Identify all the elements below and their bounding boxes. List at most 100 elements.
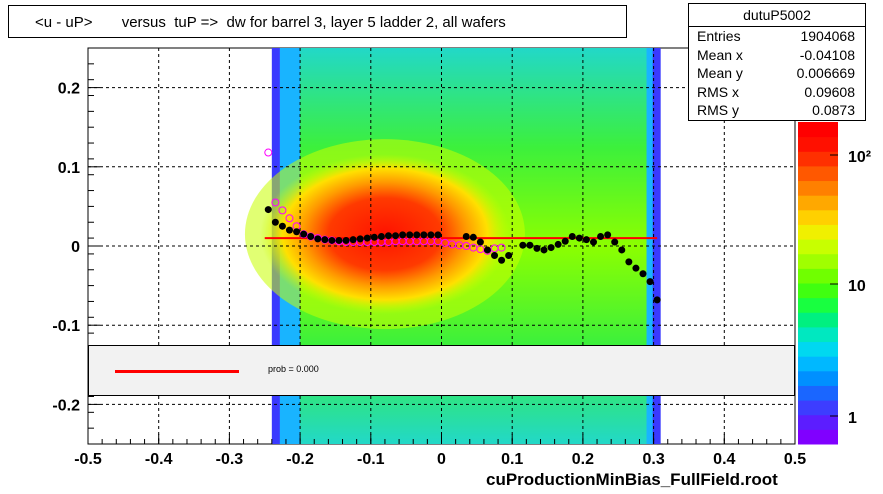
profile-magenta-point bbox=[264, 148, 273, 157]
profile-black-point bbox=[363, 234, 371, 242]
colorbar-segment bbox=[798, 429, 838, 445]
x-tick-label: -0.2 bbox=[286, 451, 314, 468]
profile-black bbox=[264, 206, 661, 304]
y-tick-label: 0.2 bbox=[58, 81, 80, 98]
profile-black-point bbox=[483, 246, 491, 254]
profile-black-point bbox=[533, 244, 541, 252]
profile-black-point bbox=[618, 246, 626, 254]
profile-black-point bbox=[498, 256, 506, 264]
colorbar-segment bbox=[798, 283, 838, 299]
stats-row-mean-y: Mean y 0.006669 bbox=[689, 64, 865, 83]
stats-row-entries: Entries 1904068 bbox=[689, 27, 865, 46]
stats-row-rms-x: RMS x 0.09608 bbox=[689, 83, 865, 102]
y-tick-label: -0.2 bbox=[52, 397, 80, 414]
profile-black-point bbox=[554, 240, 562, 248]
profile-black-point bbox=[349, 236, 357, 244]
stats-label: RMS x bbox=[697, 83, 739, 100]
profile-black-point bbox=[335, 236, 343, 244]
y-tick-label: 0 bbox=[71, 239, 80, 256]
profile-black-point bbox=[271, 218, 279, 226]
profile-black-point bbox=[264, 206, 272, 214]
stats-row-mean-x: Mean x -0.04108 bbox=[689, 46, 865, 65]
colorbar-segment bbox=[798, 224, 838, 240]
colorbar-segment bbox=[798, 341, 838, 357]
profile-black-point bbox=[356, 235, 364, 243]
colorbar-segment bbox=[798, 209, 838, 225]
colorbar-segment bbox=[798, 122, 838, 138]
stats-value: 0.006669 bbox=[796, 65, 855, 82]
profile-black-point bbox=[526, 241, 534, 249]
profile-black-point bbox=[590, 238, 598, 246]
y-tick-label: -0.1 bbox=[52, 318, 80, 335]
profile-black-point bbox=[285, 226, 293, 234]
profile-black-point bbox=[328, 236, 336, 244]
profile-black-point bbox=[646, 278, 654, 286]
stats-label: Entries bbox=[697, 28, 741, 44]
fit-legend: prob = 0.000 bbox=[88, 345, 795, 396]
profile-black-point bbox=[462, 232, 470, 240]
profile-black-point bbox=[321, 236, 329, 244]
profile-black-point bbox=[575, 234, 583, 242]
colorbar-label: 10² bbox=[848, 149, 871, 166]
x-tick-label: 0.1 bbox=[501, 451, 523, 468]
fit-legend-line bbox=[115, 370, 239, 373]
profile-black-point bbox=[370, 233, 378, 241]
profile-black-point bbox=[597, 232, 605, 240]
profile-black-point bbox=[632, 264, 640, 272]
profile-black-point bbox=[604, 231, 612, 239]
profile-black-point bbox=[314, 235, 322, 243]
fit-prob-text: prob = 0.000 bbox=[268, 364, 319, 374]
profile-magenta-point bbox=[497, 243, 506, 252]
colorbar-segment bbox=[798, 195, 838, 211]
profile-magenta-point bbox=[271, 198, 280, 207]
profile-black-point bbox=[519, 241, 527, 249]
stats-value: 1904068 bbox=[800, 28, 855, 44]
stats-label: Mean x bbox=[697, 46, 743, 63]
profile-black-point bbox=[307, 232, 315, 240]
stats-label: RMS y bbox=[697, 102, 739, 119]
profile-black-point bbox=[582, 236, 590, 244]
colorbar-segment bbox=[798, 165, 838, 182]
colorbar-segment bbox=[798, 268, 838, 284]
colorbar-segment bbox=[798, 385, 838, 401]
profile-black-point bbox=[420, 231, 428, 239]
heat-core bbox=[259, 154, 510, 315]
colorbar-segment bbox=[798, 326, 838, 343]
colorbar-segment bbox=[798, 151, 838, 167]
stats-value: 0.0873 bbox=[812, 102, 855, 119]
profile-black-point bbox=[491, 252, 499, 260]
colorbar-segment bbox=[798, 136, 838, 152]
profile-black-point bbox=[342, 236, 350, 244]
colorbar-label: 1 bbox=[848, 410, 857, 427]
profile-black-point bbox=[278, 222, 286, 230]
stats-value: 0.09608 bbox=[804, 83, 855, 100]
axes: -0.5 -0.4 -0.3 -0.2 -0.1 0 0.1 0.2 0.3 0.4 0.5 0.2 0… bbox=[52, 47, 806, 468]
stats-value: -0.04108 bbox=[799, 46, 855, 63]
profile-magenta-point bbox=[278, 206, 287, 215]
x-tick-label: -0.5 bbox=[74, 451, 102, 468]
colorbar-segment bbox=[798, 239, 838, 255]
profile-magenta-point bbox=[285, 214, 294, 223]
colorbar-segment bbox=[798, 180, 838, 196]
colorbar-segment bbox=[798, 414, 838, 430]
profile-black-point bbox=[427, 231, 435, 239]
profile-black-point bbox=[406, 231, 414, 239]
profile-black-point bbox=[568, 232, 576, 240]
x-tick-label: -0.4 bbox=[145, 451, 173, 468]
colorbar-segment bbox=[798, 312, 838, 328]
x-tick-label: 0.2 bbox=[572, 451, 594, 468]
stats-row-rms-y: RMS y 0.0873 bbox=[689, 101, 865, 120]
colorbar: 10² 10 1 bbox=[798, 122, 871, 445]
profile-black-point bbox=[540, 246, 548, 254]
profile-black-point bbox=[476, 238, 484, 246]
profile-black-point bbox=[434, 231, 442, 239]
colorbar-segment bbox=[798, 370, 838, 386]
x-tick-label: 0 bbox=[437, 451, 446, 468]
stats-name: dutuP5002 bbox=[689, 4, 865, 27]
colorbar-segment bbox=[798, 400, 838, 416]
profile-black-point bbox=[547, 244, 555, 252]
y-tick-label: 0.1 bbox=[58, 160, 80, 177]
plot-title: <u - uP> versus tuP => dw for barrel 3, … bbox=[8, 5, 627, 38]
file-name-footer: cuProductionMinBias_FullField.root bbox=[486, 470, 778, 489]
profile-black-point bbox=[561, 237, 569, 245]
